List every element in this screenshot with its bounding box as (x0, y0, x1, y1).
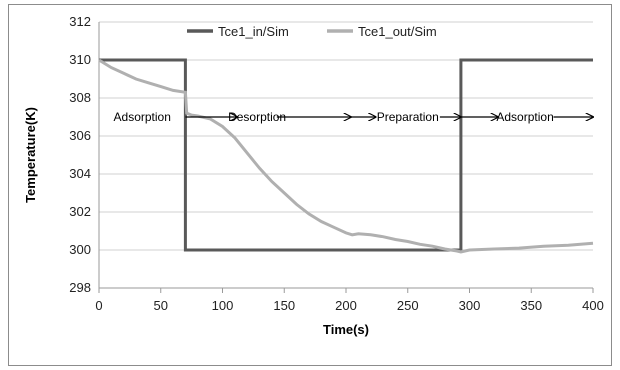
phase-label-adsorption: Adsorption (496, 110, 553, 124)
x-tick-label: 150 (273, 298, 295, 313)
x-tick-label: 50 (154, 298, 168, 313)
chart-frame: 298 300 302 304 306 308 310 312 0 50 100 150 200 250 3… (8, 4, 612, 366)
x-tick-label: 300 (459, 298, 481, 313)
x-tick-label: 0 (95, 298, 102, 313)
axes: 298 300 302 304 306 308 310 312 0 50 100 150 200 250 3… (69, 14, 604, 313)
y-tick-label: 312 (69, 14, 91, 29)
y-tick-label: 308 (69, 90, 91, 105)
x-tick-label: 400 (582, 298, 604, 313)
y-tick-label: 306 (69, 128, 91, 143)
line-chart: 298 300 302 304 306 308 310 312 0 50 100 150 200 250 3… (23, 14, 604, 337)
phase-label-desorption: Desorption (228, 110, 286, 124)
y-tick-label: 300 (69, 242, 91, 257)
x-axis-title: Time(s) (323, 322, 369, 337)
legend-label-tce1-out: Tce1_out/Sim (358, 24, 437, 39)
series-lines (98, 58, 594, 254)
annotations: Adsorption Desorption Preparation Adsorptio… (114, 110, 593, 124)
y-tick-label: 302 (69, 204, 91, 219)
x-tick-label: 250 (397, 298, 419, 313)
x-tick-label: 350 (520, 298, 542, 313)
y-axis-title: Temperature(K) (23, 107, 38, 203)
legend: Tce1_in/Sim Tce1_out/Sim (187, 24, 437, 39)
series-line-tce1-in (99, 58, 593, 252)
phase-label-preparation: Preparation (377, 110, 439, 124)
x-tick-label: 200 (335, 298, 357, 313)
y-tick-label: 310 (69, 52, 91, 67)
y-tick-label: 298 (69, 280, 91, 295)
legend-label-tce1-in: Tce1_in/Sim (218, 24, 289, 39)
series-line-tce1-out (98, 58, 594, 254)
phase-label-adsorption: Adsorption (114, 110, 171, 124)
y-tick-label: 304 (69, 166, 91, 181)
x-tick-label: 100 (212, 298, 234, 313)
